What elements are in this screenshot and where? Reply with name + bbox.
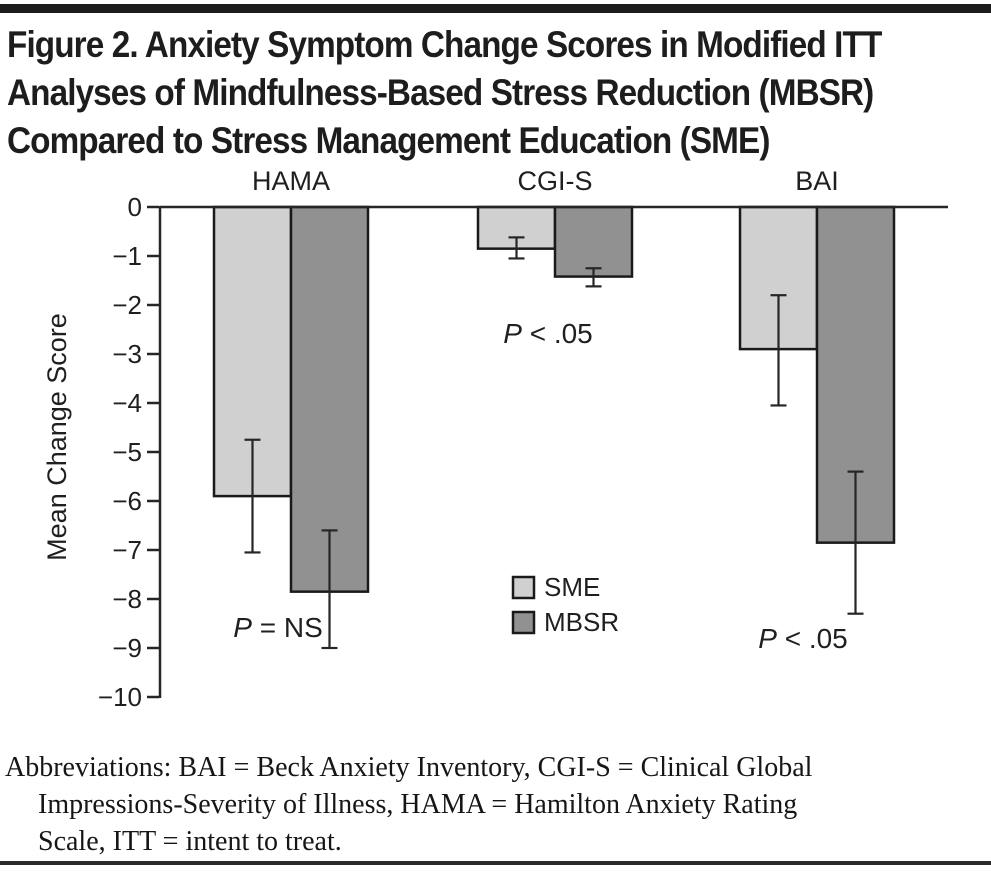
figure-title-line-2: Analyses of Mindfulness-Based Stress Red… [7, 72, 874, 113]
error-bar-sme-bai [770, 294, 787, 407]
legend-swatch-mbsr [511, 610, 536, 635]
group-label-hama: HAMA [252, 166, 330, 196]
y-tick-label-6: −6 [112, 486, 142, 516]
figure-title-line-3: Compared to Stress Management Education … [7, 120, 770, 161]
top-border-rule [0, 4, 991, 13]
abbreviations-line-1: Abbreviations: BAI = Beck Anxiety Invent… [5, 752, 813, 783]
p-value-label-cgi-s: P < .05 [503, 318, 593, 349]
legend-label-mbsr: MBSR [544, 607, 619, 637]
abbreviations-line-2: Impressions-Severity of Illness, HAMA = … [38, 789, 798, 820]
y-axis-title: Mean Change Score [42, 313, 72, 561]
y-tick-label-10: −10 [98, 682, 142, 712]
group-label-bai: BAI [795, 166, 839, 196]
error-bar-sme-cgi-s [508, 236, 525, 260]
y-tick-label-7: −7 [112, 535, 142, 565]
y-tick-label-8: −8 [112, 584, 142, 614]
error-bar-mbsr-bai [847, 470, 864, 615]
bar-mbsr-cgi-s [553, 205, 634, 278]
figure-title: Figure 2. Anxiety Symptom Change Scores … [7, 21, 882, 165]
y-tick-label-3: −3 [112, 339, 142, 369]
bar-chart: 0 −1 −2 −3 −4 −5 −6 −7 −8 −9 −10 Mean Change Score H… [42, 166, 948, 712]
p-value-label-hama: P = NS [233, 612, 323, 643]
error-bar-mbsr-hama [321, 529, 338, 650]
error-bar-mbsr-cgi-s [585, 267, 602, 288]
error-bar-sme-hama [244, 438, 261, 554]
y-tick-label-2: −2 [112, 290, 142, 320]
figure-title-line-1: Figure 2. Anxiety Symptom Change Scores … [7, 24, 882, 65]
abbreviations-note: Abbreviations: BAI = Beck Anxiety Invent… [5, 749, 985, 860]
y-tick-label-0: 0 [128, 192, 142, 222]
legend-swatch-sme [511, 575, 536, 600]
abbreviations-line-3: Scale, ITT = intent to treat. [38, 826, 342, 857]
y-tick-label-1: −1 [112, 241, 142, 271]
legend-label-sme: SME [544, 572, 600, 602]
y-tick-label-9: −9 [112, 633, 142, 663]
y-tick-label-4: −4 [112, 388, 142, 418]
p-value-label-bai: P < .05 [758, 623, 848, 654]
y-tick-label-5: −5 [112, 437, 142, 467]
group-label-cgi-s: CGI-S [517, 166, 592, 196]
bottom-border-rule [0, 861, 991, 865]
